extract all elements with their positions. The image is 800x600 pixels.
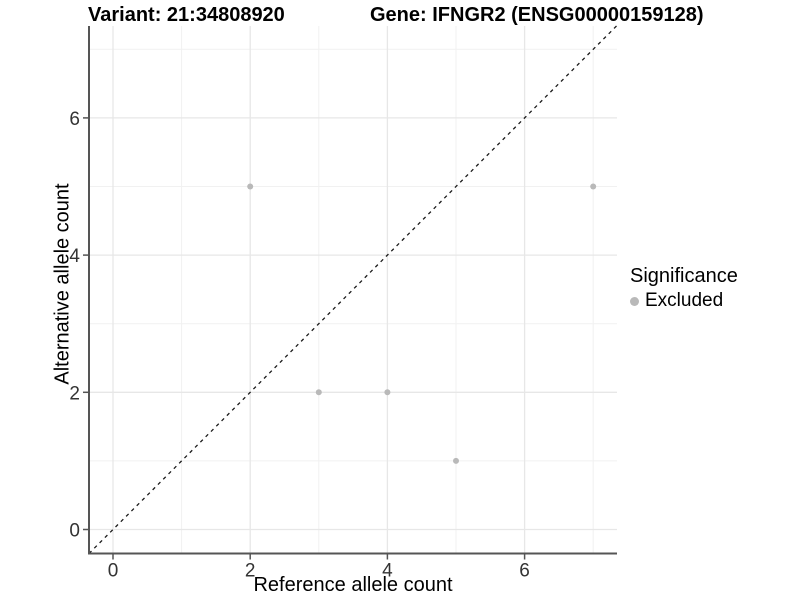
y-axis-title: Alternative allele count: [51, 183, 74, 385]
y-tick-label: 6: [69, 109, 80, 130]
data-point: [315, 389, 322, 396]
data-point: [590, 183, 597, 190]
legend-point-icon: [630, 296, 639, 306]
legend: Significance Excluded: [630, 265, 738, 312]
data-point: [453, 457, 459, 464]
x-tick-label: 4: [382, 561, 393, 582]
y-tick-label: 2: [69, 383, 80, 404]
legend-title: Significance: [630, 265, 738, 287]
x-tick-label: 6: [519, 561, 530, 582]
data-point: [247, 183, 254, 190]
data-point: [384, 389, 391, 396]
legend-item-excluded: Excluded: [630, 290, 738, 312]
x-tick-label: 0: [108, 561, 119, 582]
gene-title: Gene: IFNGR2 (ENSG00000159128): [370, 4, 704, 26]
y-tick-label: 0: [69, 521, 80, 542]
identity-line: [88, 25, 618, 554]
legend-item-label: Excluded: [645, 290, 724, 311]
x-axis-title: Reference allele count: [253, 574, 453, 596]
variant-title: Variant: 21:34808920: [88, 4, 285, 26]
x-tick-label: 2: [245, 561, 256, 582]
y-tick-label: 4: [69, 246, 80, 267]
